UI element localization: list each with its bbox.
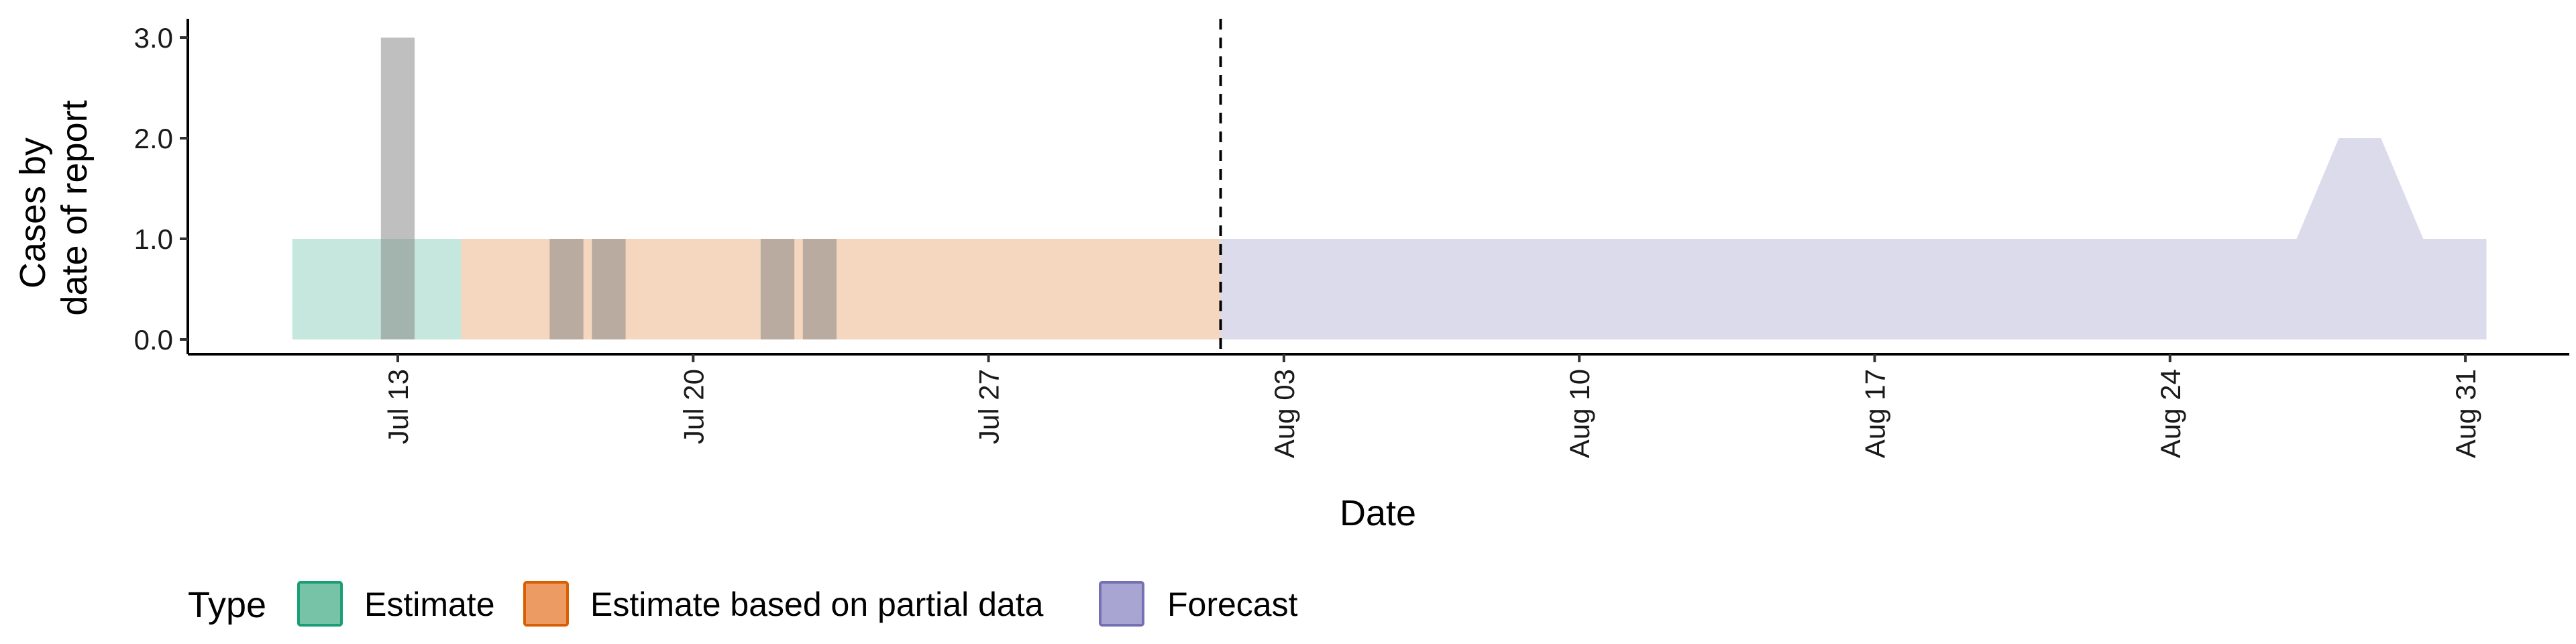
observed-bar-2 [549,239,584,339]
ribbon-series-1 [292,239,462,339]
plot-panel [292,19,2487,354]
x-tick-label-4: Aug 03 [1269,369,1300,458]
observed-bar-5 [802,239,837,339]
y-tick-label-3: 2.0 [134,123,173,154]
ribbon-series-2 [461,239,1221,339]
y-tick-label-4: 3.0 [134,22,173,54]
observed-bar-3 [592,239,626,339]
x-tick-label-1: Jul 13 [382,369,414,444]
observed-bar-4 [760,239,795,339]
legend-label-1: Estimate [364,586,495,623]
legend-key-1 [297,581,343,627]
legend-key-3 [1099,581,1144,627]
legend: Type Estimate Estimate based on partial d… [188,581,1298,627]
y-tick-label-1: 0.0 [134,324,173,356]
x-tick-label-6: Aug 17 [1860,369,1891,458]
observed-bar-1 [380,38,415,339]
y-axis-title: Cases by date of report [13,100,95,315]
y-tick-label-2: 1.0 [134,223,173,255]
x-tick-label-8: Aug 31 [2450,369,2481,458]
x-axis-title: Date [1340,493,1416,533]
x-tick-label-2: Jul 20 [678,369,709,444]
legend-key-2 [523,581,569,627]
legend-title: Type [188,585,266,625]
legend-label-2: Estimate based on partial data [590,586,1044,623]
x-tick-label-7: Aug 24 [2155,369,2186,458]
legend-label-3: Forecast [1167,586,1298,623]
y-axis-title-line-1: Cases by [13,138,53,288]
axes: 0.0 1.0 2.0 3.0 Jul 13 Jul 20 Jul 27 Aug 03 Aug … [134,19,2569,458]
y-axis-title-line-2: date of report [54,100,95,315]
ribbon-series-3 [1220,138,2487,339]
x-tick-label-3: Jul 27 [973,369,1005,444]
x-tick-label-5: Aug 10 [1564,369,1595,458]
